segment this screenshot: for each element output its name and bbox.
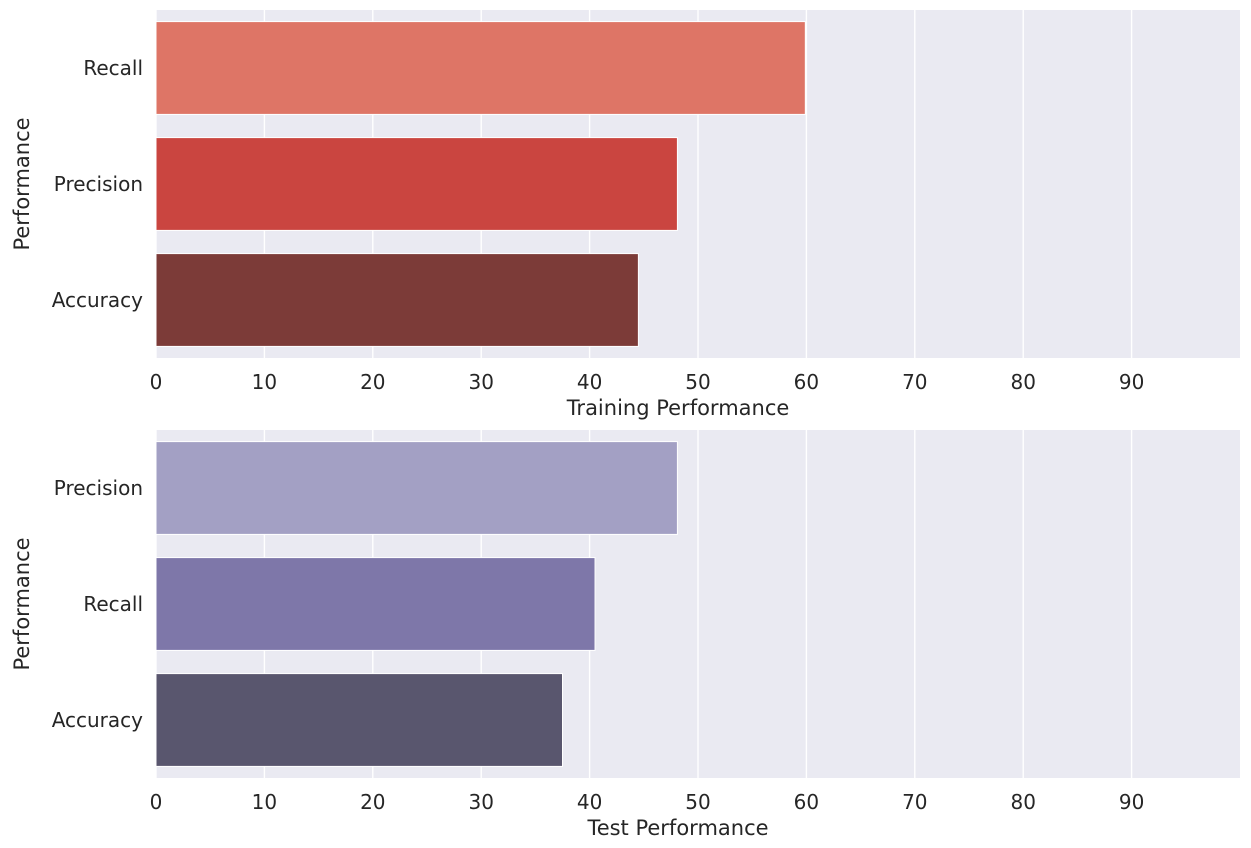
bar-precision	[155, 441, 678, 535]
y-tick-label: Precision	[54, 476, 143, 500]
x-tick-label: 20	[360, 790, 385, 814]
test-performance-chart: 0 10 20 30 40 50 60 70 80 90 Precision Recall Accura…	[10, 430, 1240, 840]
x-tick-label: 40	[577, 790, 602, 814]
x-tick-label: 10	[252, 790, 277, 814]
x-tick-label: 50	[685, 790, 710, 814]
y-tick-label: Recall	[83, 56, 143, 80]
x-tick-label: 0	[150, 370, 163, 394]
x-tick-label: 70	[902, 370, 927, 394]
x-tick-label: 60	[794, 790, 819, 814]
bar-recall	[155, 21, 806, 115]
y-tick-label: Accuracy	[52, 708, 143, 732]
x-tick-label: 30	[468, 370, 493, 394]
x-tick-label: 0	[150, 790, 163, 814]
training-performance-chart: 0 10 20 30 40 50 60 70 80 90 Recall Precision Accura…	[10, 10, 1240, 420]
bar-accuracy	[155, 673, 563, 767]
y-tick-label: Accuracy	[52, 288, 143, 312]
x-tick-label: 90	[1119, 370, 1144, 394]
x-tick-label: 70	[902, 790, 927, 814]
x-tick-label: 50	[685, 370, 710, 394]
y-axis-title: Performance	[10, 117, 34, 250]
y-axis-title: Performance	[10, 537, 34, 670]
x-tick-label: 80	[1010, 370, 1035, 394]
x-tick-label: 30	[468, 790, 493, 814]
x-axis-title: Training Performance	[566, 396, 790, 420]
x-tick-label: 10	[252, 370, 277, 394]
x-axis-title: Test Performance	[586, 816, 768, 840]
bar-precision	[155, 137, 678, 231]
bar-accuracy	[155, 253, 639, 347]
y-tick-label: Recall	[83, 592, 143, 616]
bar-recall	[155, 557, 596, 651]
y-tick-label: Precision	[54, 172, 143, 196]
x-tick-label: 40	[577, 370, 602, 394]
x-tick-label: 20	[360, 370, 385, 394]
x-tick-label: 60	[794, 370, 819, 394]
x-tick-label: 80	[1010, 790, 1035, 814]
x-tick-label: 90	[1119, 790, 1144, 814]
